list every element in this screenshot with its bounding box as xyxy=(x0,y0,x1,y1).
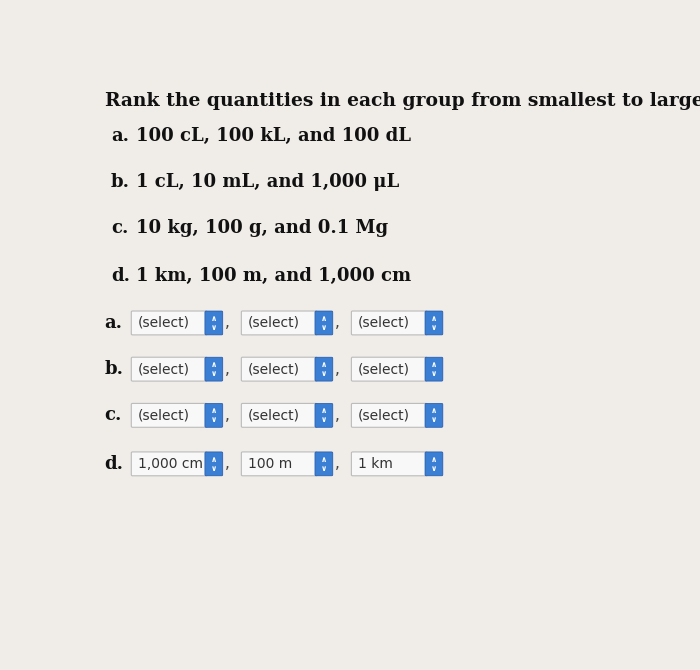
Text: ∧: ∧ xyxy=(321,455,327,464)
FancyBboxPatch shape xyxy=(315,311,332,335)
FancyBboxPatch shape xyxy=(351,311,427,335)
Text: (select): (select) xyxy=(248,316,300,330)
Text: ∨: ∨ xyxy=(321,464,327,473)
Text: d.: d. xyxy=(104,455,123,473)
Text: ,: , xyxy=(225,316,230,330)
Text: (select): (select) xyxy=(248,408,300,422)
FancyBboxPatch shape xyxy=(241,403,317,427)
FancyBboxPatch shape xyxy=(241,452,317,476)
Text: ,: , xyxy=(225,456,230,472)
Text: ,: , xyxy=(335,408,339,423)
Text: b.: b. xyxy=(104,360,123,378)
Text: ∧: ∧ xyxy=(430,360,437,369)
FancyBboxPatch shape xyxy=(351,357,427,381)
Text: ∧: ∧ xyxy=(430,455,437,464)
Text: c.: c. xyxy=(111,219,128,237)
Text: ∨: ∨ xyxy=(321,323,327,332)
FancyBboxPatch shape xyxy=(425,452,443,476)
Text: ∨: ∨ xyxy=(211,464,217,473)
FancyBboxPatch shape xyxy=(315,452,332,476)
FancyBboxPatch shape xyxy=(205,357,223,381)
Text: ∧: ∧ xyxy=(430,406,437,415)
Text: ∧: ∧ xyxy=(430,314,437,323)
Text: (select): (select) xyxy=(358,316,410,330)
Text: c.: c. xyxy=(104,406,122,424)
Text: (select): (select) xyxy=(358,408,410,422)
Text: (select): (select) xyxy=(138,408,190,422)
FancyBboxPatch shape xyxy=(315,403,332,427)
Text: (select): (select) xyxy=(358,362,410,376)
Text: ∧: ∧ xyxy=(211,314,217,323)
FancyBboxPatch shape xyxy=(132,311,207,335)
Text: a.: a. xyxy=(111,127,129,145)
Text: 100 cL, 100 kL, and 100 dL: 100 cL, 100 kL, and 100 dL xyxy=(136,127,410,145)
Text: ∧: ∧ xyxy=(321,360,327,369)
Text: b.: b. xyxy=(111,173,130,191)
FancyBboxPatch shape xyxy=(425,311,443,335)
Text: ∨: ∨ xyxy=(321,415,327,425)
FancyBboxPatch shape xyxy=(132,357,207,381)
Text: ,: , xyxy=(225,362,230,377)
FancyBboxPatch shape xyxy=(205,452,223,476)
Text: a.: a. xyxy=(104,314,122,332)
Text: 10 kg, 100 g, and 0.1 Mg: 10 kg, 100 g, and 0.1 Mg xyxy=(136,219,388,237)
Text: ∧: ∧ xyxy=(211,360,217,369)
Text: ∨: ∨ xyxy=(430,464,437,473)
Text: ,: , xyxy=(335,456,339,472)
Text: ∨: ∨ xyxy=(430,323,437,332)
Text: Rank the quantities in each group from smallest to largest.: Rank the quantities in each group from s… xyxy=(104,92,700,110)
FancyBboxPatch shape xyxy=(351,403,427,427)
Text: (select): (select) xyxy=(248,362,300,376)
Text: ∧: ∧ xyxy=(321,314,327,323)
FancyBboxPatch shape xyxy=(205,311,223,335)
Text: ,: , xyxy=(335,316,339,330)
FancyBboxPatch shape xyxy=(205,403,223,427)
FancyBboxPatch shape xyxy=(315,357,332,381)
Text: ,: , xyxy=(225,408,230,423)
Text: 1 cL, 10 mL, and 1,000 μL: 1 cL, 10 mL, and 1,000 μL xyxy=(136,173,399,191)
Text: (select): (select) xyxy=(138,362,190,376)
Text: ∧: ∧ xyxy=(211,455,217,464)
Text: ∨: ∨ xyxy=(211,415,217,425)
FancyBboxPatch shape xyxy=(425,403,443,427)
Text: ∨: ∨ xyxy=(211,369,217,379)
Text: (select): (select) xyxy=(138,316,190,330)
Text: 1 km, 100 m, and 1,000 cm: 1 km, 100 m, and 1,000 cm xyxy=(136,267,411,285)
FancyBboxPatch shape xyxy=(241,357,317,381)
FancyBboxPatch shape xyxy=(132,403,207,427)
Text: 100 m: 100 m xyxy=(248,457,292,471)
Text: ∨: ∨ xyxy=(211,323,217,332)
Text: ∨: ∨ xyxy=(321,369,327,379)
FancyBboxPatch shape xyxy=(241,311,317,335)
Text: ∧: ∧ xyxy=(321,406,327,415)
Text: ∨: ∨ xyxy=(430,369,437,379)
Text: 1,000 cm: 1,000 cm xyxy=(138,457,203,471)
Text: d.: d. xyxy=(111,267,130,285)
Text: ,: , xyxy=(335,362,339,377)
FancyBboxPatch shape xyxy=(425,357,443,381)
Text: 1 km: 1 km xyxy=(358,457,393,471)
FancyBboxPatch shape xyxy=(351,452,427,476)
Text: ∧: ∧ xyxy=(211,406,217,415)
Text: ∨: ∨ xyxy=(430,415,437,425)
FancyBboxPatch shape xyxy=(132,452,207,476)
